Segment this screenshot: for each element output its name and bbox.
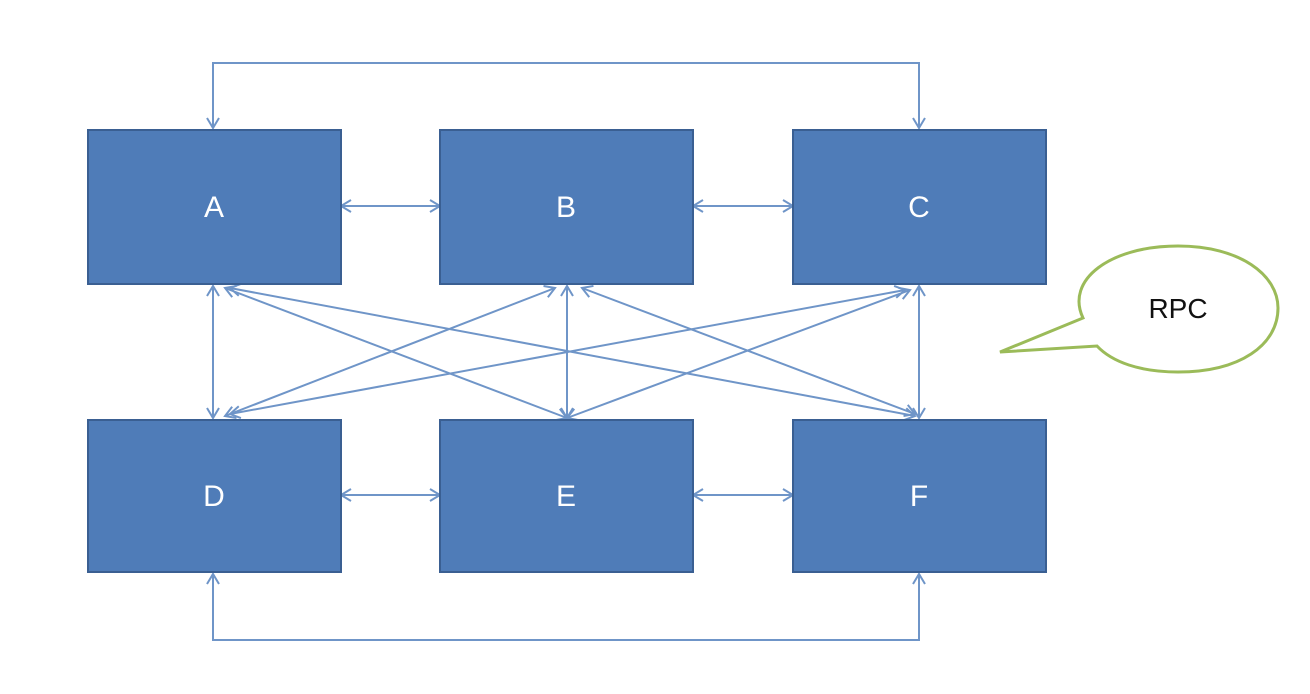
rpc-callout: RPC [999, 244, 1280, 374]
node-b: B [439, 129, 694, 285]
edge-c-e [565, 286, 912, 422]
edge-d-f [206, 572, 926, 641]
node-b-label: B [556, 191, 576, 224]
node-d-label: D [203, 480, 225, 513]
rpc-callout-label: RPC [1148, 293, 1207, 324]
node-f-box [792, 419, 1047, 573]
node-a-box [87, 129, 342, 285]
node-c: C [792, 129, 1047, 285]
node-e-box [439, 419, 694, 573]
node-f: F [792, 419, 1047, 573]
node-b-box [439, 129, 694, 285]
rpc-callout-bubble [999, 244, 1280, 374]
node-d: D [87, 419, 342, 573]
node-c-box [792, 129, 1047, 285]
node-a-label: A [204, 191, 224, 224]
node-e: E [439, 419, 694, 573]
node-e-label: E [556, 480, 576, 513]
edges-group [206, 62, 926, 641]
node-c-label: C [908, 191, 930, 224]
node-f-label: F [910, 480, 928, 513]
edge-a-e [223, 284, 569, 422]
node-a: A [87, 129, 342, 285]
edge-a-c [206, 62, 926, 130]
node-d-box [87, 419, 342, 573]
